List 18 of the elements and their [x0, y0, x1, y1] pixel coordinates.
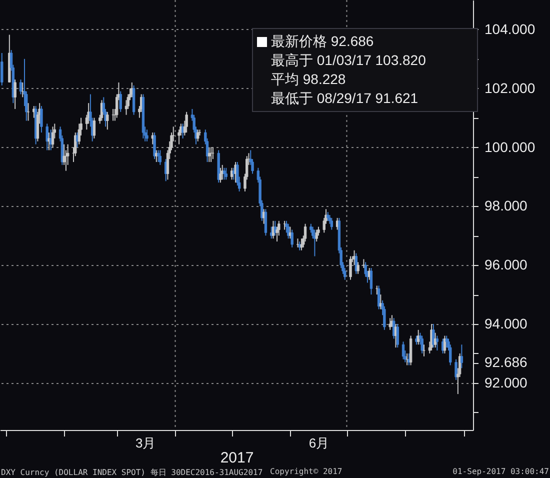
text: DXY Curncy (DOLLAR INDEX SPOT) 每日 30DEC2016-31AUG2017 — [1, 467, 263, 478]
annotation: 平均 98.228 — [271, 70, 346, 89]
y-tick-label: 92.000 — [484, 374, 528, 390]
x-tick-label: 6月 — [308, 436, 330, 450]
y-tick-label: 98.000 — [484, 198, 528, 214]
y-tick-label: 102.000 — [484, 80, 536, 96]
y-tick-label: 104.000 — [484, 20, 536, 37]
y-tick-label: 96.000 — [484, 256, 528, 273]
y-tick-label: 92.686 — [484, 354, 528, 370]
annotation: 最新价格 92.686 — [271, 32, 374, 51]
text: Copyright© 2017 — [270, 467, 342, 476]
y-tick-label: 100.000 — [484, 138, 536, 155]
text: 01-Sep-2017 03:00:47 — [452, 467, 549, 476]
x-axis-title: 2017 — [220, 450, 254, 466]
annotation: 最高于 01/03/17 103.820 — [271, 51, 426, 70]
y-tick-label: 94.000 — [484, 315, 528, 332]
x-tick-label: 3月 — [135, 436, 156, 450]
annotation: 最低于 08/29/17 91.621 — [271, 89, 418, 108]
